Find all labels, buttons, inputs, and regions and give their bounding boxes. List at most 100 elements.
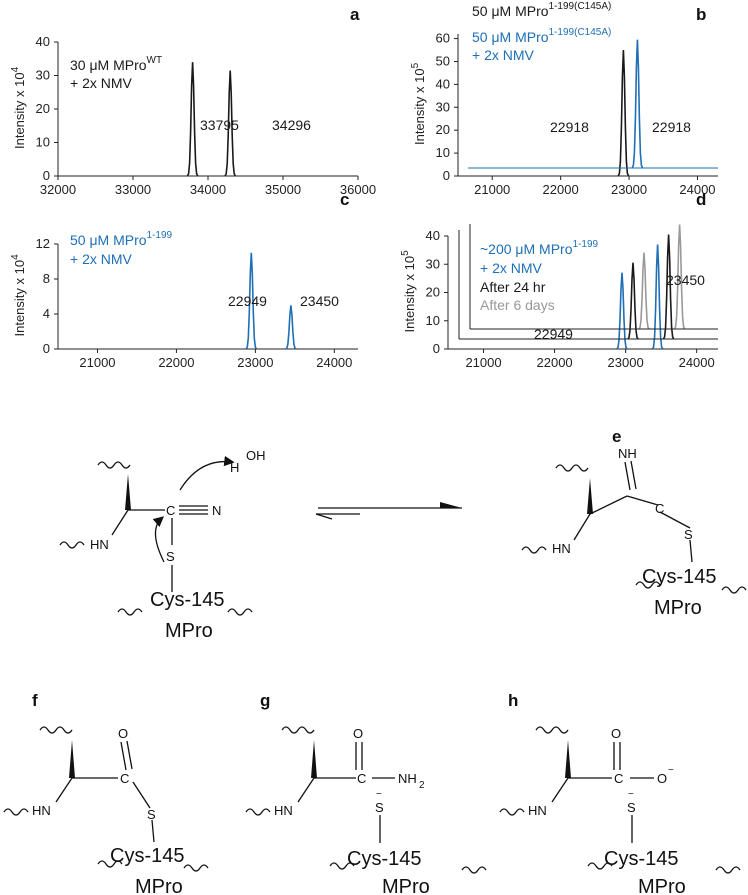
y-tick-label: 0 xyxy=(443,168,450,183)
panel-b-label: b xyxy=(696,5,706,24)
y-axis-label-exponent: 4 xyxy=(10,66,21,72)
series-peak xyxy=(616,272,628,350)
legend-entry: + 2x NMV xyxy=(70,75,133,91)
y-tick-label: 50 xyxy=(436,53,450,68)
peak-label: 34296 xyxy=(272,117,311,133)
y-tick-label: 40 xyxy=(426,228,440,243)
y-axis-label: Intensity x 105 xyxy=(410,62,427,145)
x-tick-label: 35000 xyxy=(265,182,301,197)
x-tick-label: 24000 xyxy=(679,182,715,197)
scheme-h xyxy=(499,726,741,874)
x-tick-label: 34000 xyxy=(190,182,226,197)
legend-superscript: 1-199(C145A) xyxy=(549,27,612,38)
y-tick-label: 4 xyxy=(43,306,50,321)
y-axis-label: Intensity x 104 xyxy=(10,254,27,337)
hn-label-f: HN xyxy=(32,803,51,818)
scheme-g-labels: g HN O C NH 2 S − Cys-145 MPro xyxy=(260,691,430,895)
cys-label-e: Cys-145 xyxy=(642,566,716,588)
series-peak xyxy=(638,252,650,330)
panel-d-label: d xyxy=(696,190,706,209)
sulfur-label: S xyxy=(166,549,175,564)
legend-superscript: 1-199(C145A) xyxy=(549,1,612,12)
panel-a-label: a xyxy=(350,5,360,24)
y-tick-label: 0 xyxy=(43,168,50,183)
y-tick-label: 10 xyxy=(36,135,50,150)
oxide-label-h: O xyxy=(657,771,667,786)
mpro-label-g: MPro xyxy=(382,876,430,895)
series-peak xyxy=(617,49,630,177)
series-peak xyxy=(186,62,199,177)
panel-b-chart: 21000 22000 23000 24000 0 10 20 30 40 50 60 Intensi… xyxy=(410,1,718,197)
x-tick-label: 22000 xyxy=(158,355,194,370)
scheme-g xyxy=(245,726,487,874)
cys-label-g: Cys-145 xyxy=(347,848,421,870)
y-tick-label: 10 xyxy=(426,313,440,328)
x-tick-label: 22000 xyxy=(537,355,573,370)
y-tick-label: 0 xyxy=(433,341,440,356)
hn-label: HN xyxy=(90,537,109,552)
peak-label: 23450 xyxy=(300,293,339,309)
y-tick-label: 10 xyxy=(436,145,450,160)
legend-entry: + 2x NMV xyxy=(480,260,543,276)
hydroxyl-label: OH xyxy=(246,448,266,463)
y-axis-label: Intensity x 105 xyxy=(400,250,417,333)
y-tick-label: 60 xyxy=(436,31,450,46)
thiolate-charge-h: − xyxy=(628,789,634,800)
cys-label-f: Cys-145 xyxy=(110,845,184,867)
sulfur-label-e: S xyxy=(684,527,693,542)
legend-entry: 30 μM MProWT xyxy=(70,55,162,73)
series-peak xyxy=(285,305,297,350)
series-peak xyxy=(224,70,236,177)
x-tick-label: 23000 xyxy=(611,182,647,197)
panel-c-label: c xyxy=(340,190,349,209)
y-tick-label: 20 xyxy=(36,101,50,116)
x-tick-label: 36000 xyxy=(340,182,376,197)
hydrogen-label: H xyxy=(230,460,239,475)
mpro-label-h: MPro xyxy=(638,876,686,895)
carbon-label-e: C xyxy=(655,501,664,516)
imine-label: NH xyxy=(618,446,637,461)
panel-d-chart: 21000 22000 23000 24000 0 10 20 30 40 Intensity x… xyxy=(400,190,718,370)
series-peak xyxy=(245,252,258,350)
x-tick-label: 33000 xyxy=(115,182,151,197)
sulfur-label-h: S xyxy=(627,800,636,815)
x-tick-label: 21000 xyxy=(79,355,115,370)
oxygen-label-f: O xyxy=(118,726,128,741)
peak-label: 33795 xyxy=(200,117,239,133)
x-tick-label: 24000 xyxy=(316,355,352,370)
peak-label: 22949 xyxy=(534,326,573,342)
legend-entry: After 6 days xyxy=(480,297,555,313)
x-tick-label: 22000 xyxy=(543,182,579,197)
peak-label: 23450 xyxy=(666,272,705,288)
legend-entry: 50 μM MPro1-199(C145A) xyxy=(472,1,611,19)
y-axis-label-exponent: 4 xyxy=(10,254,21,260)
y-tick-label: 30 xyxy=(36,68,50,83)
y-tick-label: 0 xyxy=(43,341,50,356)
x-tick-label: 23000 xyxy=(237,355,273,370)
scheme-labels: e HN C N H OH S Cys-145 MPro HN NH C S C… xyxy=(90,427,716,642)
mpro-label-left: MPro xyxy=(165,620,213,642)
cys-label-left: Cys-145 xyxy=(150,589,224,611)
amine-label-g: NH xyxy=(398,771,417,786)
sulfur-label-f: S xyxy=(147,807,156,822)
peak-label: 22949 xyxy=(228,293,267,309)
legend-entry: + 2x NMV xyxy=(70,251,133,267)
legend-superscript: 1-199 xyxy=(147,230,173,241)
series-peak xyxy=(627,262,639,340)
peak-label: 22918 xyxy=(652,119,691,135)
x-tick-label: 32000 xyxy=(40,182,76,197)
y-tick-label: 40 xyxy=(36,34,50,49)
panel-a-chart: 32000 33000 34000 35000 36000 0 10 20 30 40 Intens… xyxy=(10,5,376,197)
x-tick-label: 21000 xyxy=(465,355,501,370)
x-tick-label: 24000 xyxy=(679,355,715,370)
peak-label: 22918 xyxy=(550,119,589,135)
scheme-f xyxy=(3,726,209,872)
reaction-scheme xyxy=(59,455,747,616)
series-peak xyxy=(673,224,686,330)
charts: 32000 33000 34000 35000 36000010203040Intens… xyxy=(10,1,718,370)
sulfur-label-g: S xyxy=(375,800,384,815)
legend-entry: 50 μM MPro1-199 xyxy=(70,230,173,248)
y-tick-label: 30 xyxy=(436,99,450,114)
legend-superscript: WT xyxy=(147,55,163,66)
cys-label-h: Cys-145 xyxy=(604,848,678,870)
